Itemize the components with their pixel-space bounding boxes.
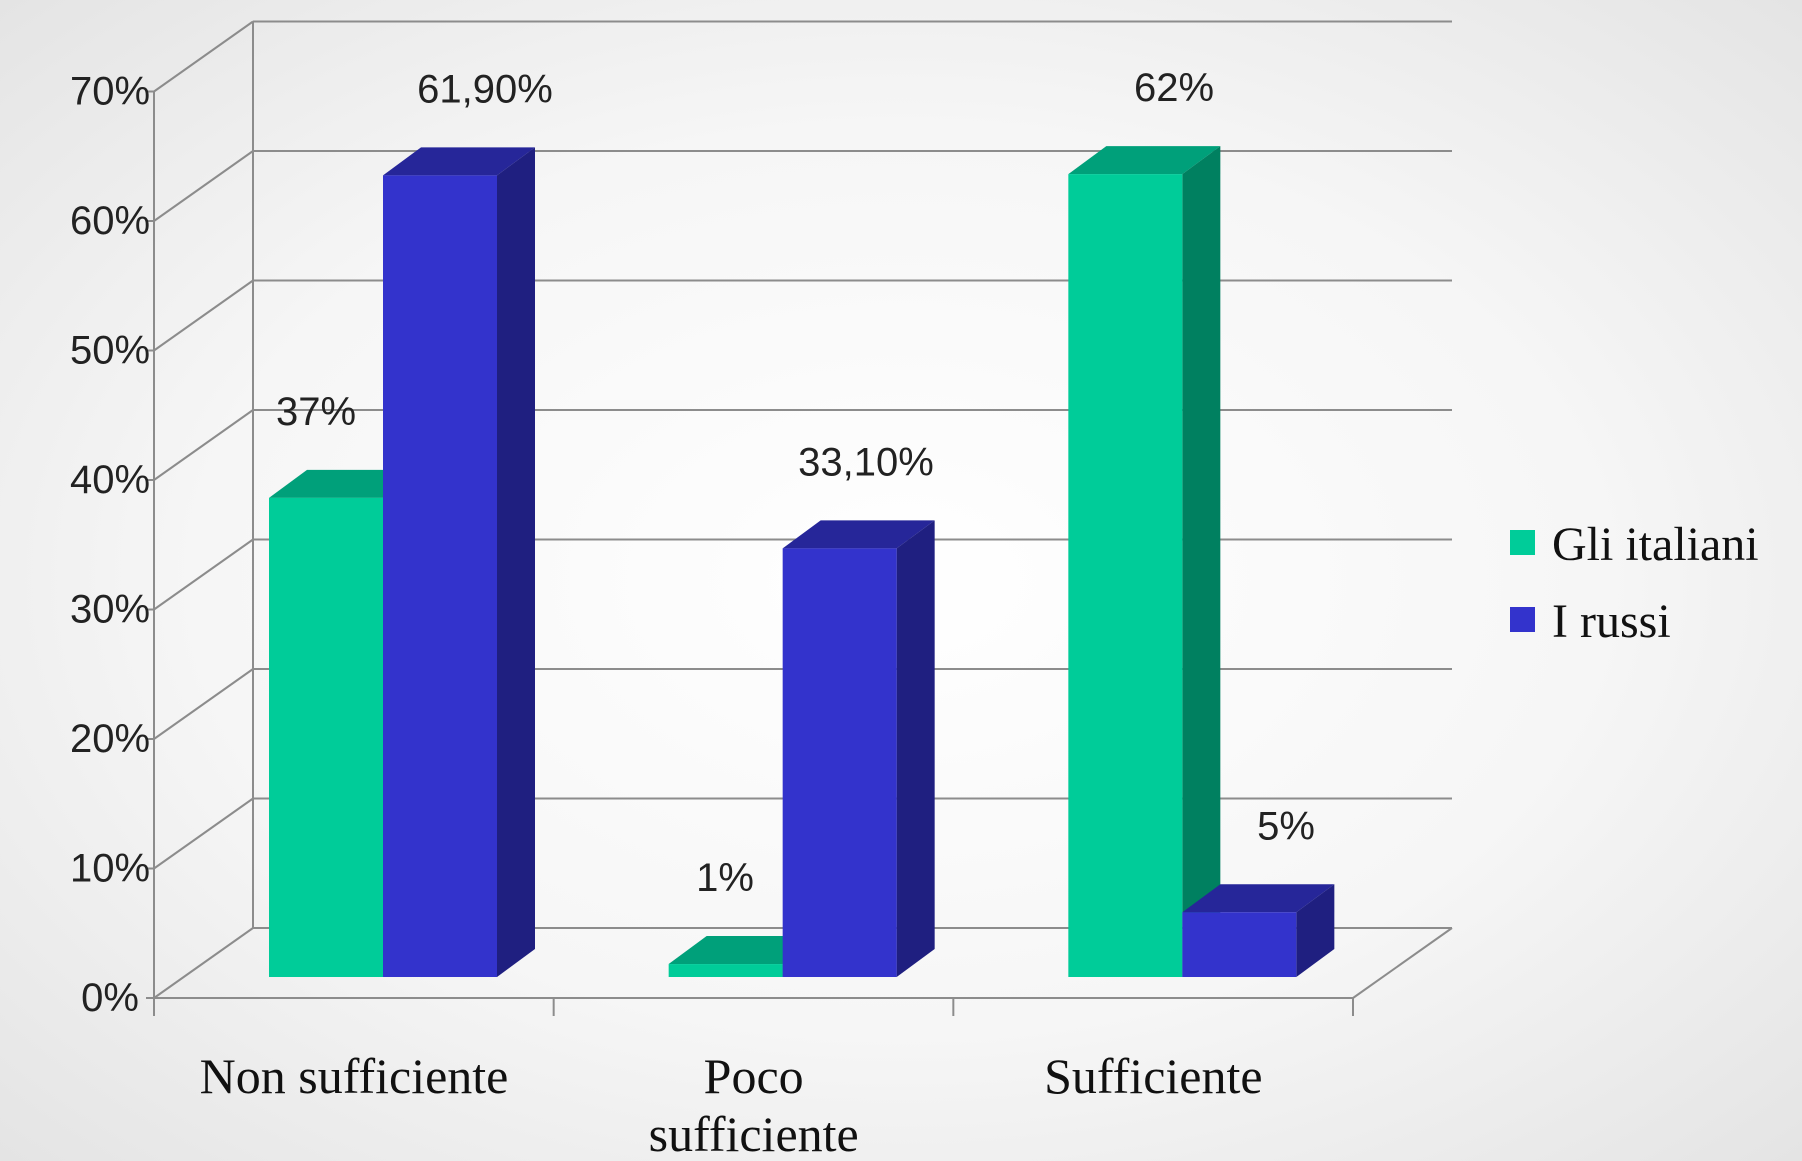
data-label: 61,90%: [417, 67, 553, 111]
y-tick-label: 50%: [70, 329, 150, 373]
gridline-diagonal: [153, 20, 254, 93]
bar-side: [497, 147, 535, 977]
data-label: 1%: [696, 856, 754, 900]
legend-label: I russi: [1552, 595, 1671, 648]
x-tick-label: Poco sufficiente: [649, 1048, 859, 1161]
bar: [668, 964, 783, 977]
bar-top: [782, 520, 935, 549]
data-labels: 37% 61,90% 1% 33,10% 62% 5%: [276, 66, 1315, 900]
y-tick-label: 0%: [81, 976, 139, 1020]
gridline-diagonal: [153, 668, 254, 740]
y-tick-label: 60%: [70, 199, 150, 243]
y-tick-label: 20%: [70, 717, 150, 761]
bar-side: [1296, 884, 1335, 977]
legend: Gli italiani I russi: [1510, 518, 1759, 648]
bar: [1068, 174, 1183, 978]
x-axis: Non sufficiente Poco sufficiente Sufficient…: [153, 997, 1354, 1161]
data-label: 33,10%: [798, 440, 934, 484]
x-tick-label: Non sufficiente: [200, 1048, 509, 1104]
gridline-diagonal: [153, 150, 254, 222]
legend-swatch: [1510, 530, 1535, 555]
gridline-diagonal: [153, 927, 254, 999]
bar: [782, 548, 897, 977]
bar: [269, 497, 383, 977]
bar-top: [383, 147, 535, 176]
x-tick-label: Sufficiente: [1044, 1048, 1262, 1104]
bar: [1182, 912, 1297, 977]
gridline-diagonal: [153, 538, 254, 611]
gridline-diagonal: [153, 409, 254, 481]
y-tick-label: 30%: [70, 588, 150, 632]
y-tick-label: 70%: [70, 70, 150, 114]
bar-top: [1068, 146, 1221, 175]
bar-top: [1182, 884, 1335, 913]
data-label: 62%: [1134, 66, 1214, 110]
y-tick-label: 40%: [70, 458, 150, 502]
data-label: 5%: [1257, 804, 1315, 848]
data-label: 37%: [276, 390, 356, 434]
chart-walls: [252, 21, 1453, 999]
floor-right-edge: [1352, 927, 1453, 999]
legend-swatch: [1510, 607, 1535, 632]
bars: [269, 146, 1335, 978]
bar-side: [896, 520, 935, 977]
bar: [383, 175, 497, 977]
gridline-diagonal: [153, 797, 254, 870]
bar-side: [1182, 146, 1221, 978]
gridline-diagonal: [153, 279, 254, 352]
y-axis: 0% 10% 20% 30% 40% 50% 60% 70%: [70, 70, 155, 1020]
y-tick-label: 10%: [70, 847, 150, 891]
legend-label: Gli italiani: [1552, 518, 1759, 571]
